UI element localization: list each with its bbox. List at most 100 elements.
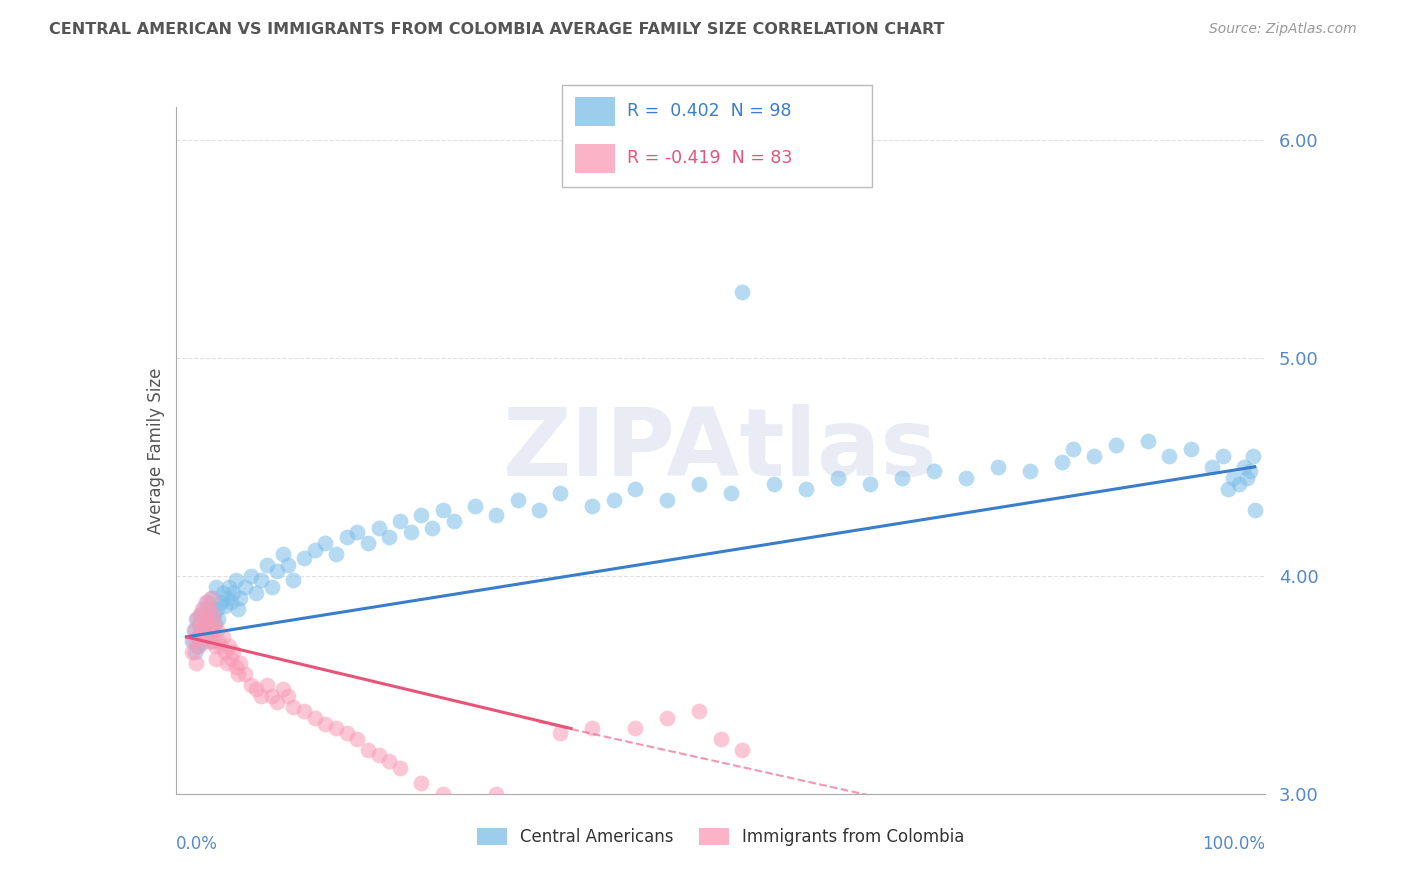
- Point: [367, 747, 389, 762]
- Point: [688, 477, 710, 491]
- Text: Source: ZipAtlas.com: Source: ZipAtlas.com: [1209, 22, 1357, 37]
- Point: [209, 639, 232, 653]
- Point: [277, 558, 299, 572]
- Point: [464, 499, 486, 513]
- Text: CENTRAL AMERICAN VS IMMIGRANTS FROM COLOMBIA AVERAGE FAMILY SIZE CORRELATION CHA: CENTRAL AMERICAN VS IMMIGRANTS FROM COLO…: [49, 22, 945, 37]
- Point: [194, 595, 217, 609]
- Point: [186, 612, 208, 626]
- Point: [367, 521, 389, 535]
- Point: [190, 636, 212, 650]
- FancyBboxPatch shape: [562, 85, 872, 187]
- Point: [193, 616, 215, 631]
- Point: [198, 612, 221, 626]
- Point: [193, 601, 215, 615]
- Point: [1243, 503, 1265, 517]
- Point: [517, 813, 540, 827]
- Point: [180, 645, 202, 659]
- Point: [453, 797, 475, 812]
- Point: [581, 852, 603, 866]
- Point: [283, 699, 305, 714]
- Point: [389, 514, 412, 528]
- Point: [314, 536, 336, 550]
- Point: [200, 634, 222, 648]
- Point: [260, 689, 283, 703]
- Point: [229, 591, 252, 605]
- Point: [453, 841, 475, 855]
- Point: [197, 612, 219, 626]
- Y-axis label: Average Family Size: Average Family Size: [146, 368, 165, 533]
- Point: [1083, 449, 1105, 463]
- Point: [325, 547, 347, 561]
- Point: [222, 645, 245, 659]
- Point: [420, 847, 443, 862]
- Point: [202, 624, 225, 638]
- Point: [411, 508, 433, 522]
- Point: [1222, 471, 1244, 485]
- Point: [184, 612, 207, 626]
- Point: [496, 820, 519, 834]
- Point: [271, 547, 294, 561]
- Point: [1227, 477, 1250, 491]
- Point: [221, 595, 243, 609]
- Point: [955, 471, 977, 485]
- Point: [207, 601, 229, 615]
- Point: [239, 569, 262, 583]
- Point: [346, 525, 368, 540]
- Point: [411, 776, 433, 790]
- Point: [581, 499, 603, 513]
- Point: [794, 856, 817, 871]
- Point: [1233, 459, 1256, 474]
- Point: [191, 624, 214, 638]
- Point: [378, 754, 401, 768]
- Point: [432, 787, 454, 801]
- Point: [827, 863, 849, 878]
- Point: [211, 586, 233, 600]
- Point: [1216, 482, 1239, 496]
- Point: [292, 551, 315, 566]
- Point: [256, 678, 278, 692]
- Point: [762, 477, 785, 491]
- Point: [188, 616, 211, 631]
- Point: [214, 645, 236, 659]
- Point: [1052, 455, 1074, 469]
- Point: [304, 710, 326, 724]
- Point: [209, 595, 232, 609]
- Point: [250, 573, 273, 587]
- Point: [657, 492, 679, 507]
- Point: [197, 621, 219, 635]
- Point: [1062, 442, 1084, 457]
- Point: [336, 530, 359, 544]
- Point: [218, 580, 240, 594]
- Point: [183, 634, 205, 648]
- Point: [183, 624, 205, 638]
- Point: [186, 639, 208, 653]
- Point: [195, 595, 218, 609]
- Point: [204, 639, 226, 653]
- Point: [187, 630, 209, 644]
- Point: [266, 695, 288, 709]
- Point: [1159, 449, 1181, 463]
- Point: [325, 722, 347, 736]
- Point: [226, 601, 249, 615]
- Point: [474, 808, 496, 822]
- Point: [1105, 438, 1128, 452]
- Point: [188, 608, 211, 623]
- Point: [550, 841, 572, 855]
- Point: [581, 722, 603, 736]
- Point: [1239, 464, 1261, 478]
- Point: [191, 601, 214, 615]
- Point: [443, 514, 465, 528]
- Point: [1236, 471, 1258, 485]
- Point: [891, 471, 914, 485]
- Point: [1212, 449, 1234, 463]
- Point: [207, 634, 229, 648]
- Point: [194, 616, 217, 631]
- Text: R = -0.419  N = 83: R = -0.419 N = 83: [627, 149, 793, 167]
- Text: 100.0%: 100.0%: [1202, 835, 1265, 853]
- Point: [859, 870, 882, 884]
- Point: [506, 492, 529, 507]
- Point: [239, 678, 262, 692]
- Point: [485, 508, 508, 522]
- Point: [207, 624, 229, 638]
- Point: [666, 808, 689, 822]
